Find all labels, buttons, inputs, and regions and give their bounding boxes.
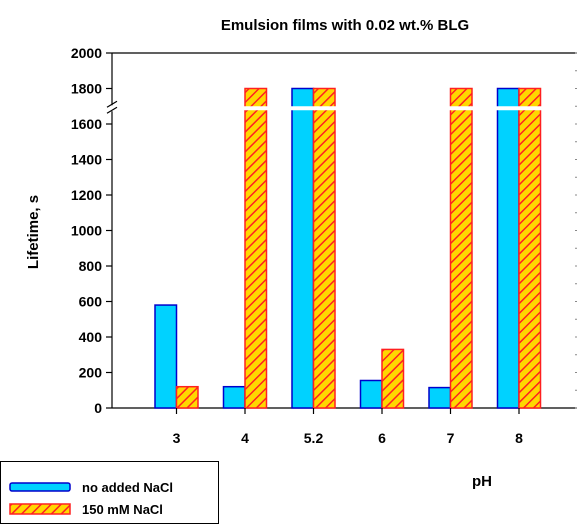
bar-150mm-nacl — [175, 385, 199, 409]
axis-break-slash — [106, 100, 118, 108]
y-tick-label: 800 — [79, 258, 103, 274]
y-tick-label: 1000 — [71, 223, 102, 239]
y-tick-label: 2000 — [71, 45, 102, 61]
x-tick-label: 4 — [241, 430, 249, 446]
axis-break-gap — [108, 105, 116, 112]
bar-150mm-nacl — [312, 87, 336, 409]
bars — [154, 87, 542, 409]
x-tick-label: 3 — [173, 430, 181, 446]
x-axis-ticks: 3 4 5.2 6 7 8 — [173, 408, 523, 446]
bar-no-added-nacl — [359, 379, 383, 409]
legend: no added NaCl 150 mM NaCl — [0, 461, 219, 524]
y-tick-label: 1200 — [71, 187, 102, 203]
legend-swatch-no-added-nacl — [9, 482, 71, 492]
y-axis-ticks: 0 200 400 600 800 1000 1200 1400 1600 1800 2000 — [71, 45, 112, 416]
bar-150mm-nacl — [449, 87, 473, 409]
bar-no-added-nacl — [428, 386, 452, 409]
x-tick-label: 5.2 — [304, 430, 324, 446]
x-axis-label: pH — [472, 473, 492, 490]
legend-swatch-150mm-nacl — [9, 503, 71, 515]
y-tick-label: 1400 — [71, 152, 102, 168]
chart-title: Emulsion films with 0.02 wt.% BLG — [221, 17, 469, 34]
bar-150mm-nacl — [518, 87, 542, 409]
legend-label-150mm-nacl: 150 mM NaCl — [82, 502, 163, 517]
y-tick-label: 400 — [79, 329, 103, 345]
axis-break-slash — [106, 106, 118, 114]
bar-no-added-nacl — [291, 87, 315, 409]
y-tick-label: 1600 — [71, 116, 102, 132]
legend-label-no-added-nacl: no added NaCl — [82, 480, 173, 495]
x-tick-label: 8 — [515, 430, 523, 446]
x-tick-label: 6 — [378, 430, 386, 446]
bar-no-added-nacl — [496, 87, 520, 409]
bar-no-added-nacl — [154, 304, 178, 409]
y-axis-label: Lifetime, s — [25, 195, 42, 269]
x-tick-label: 7 — [447, 430, 455, 446]
bar-150mm-nacl — [381, 348, 405, 409]
y-axis-break — [106, 100, 575, 114]
y-tick-label: 600 — [79, 294, 103, 310]
axis-break-band — [114, 106, 575, 111]
y-tick-label: 1800 — [71, 81, 102, 97]
bar-no-added-nacl — [222, 385, 246, 409]
bar-150mm-nacl — [244, 87, 268, 409]
y-tick-label: 0 — [94, 400, 102, 416]
y-tick-label: 200 — [79, 365, 103, 381]
